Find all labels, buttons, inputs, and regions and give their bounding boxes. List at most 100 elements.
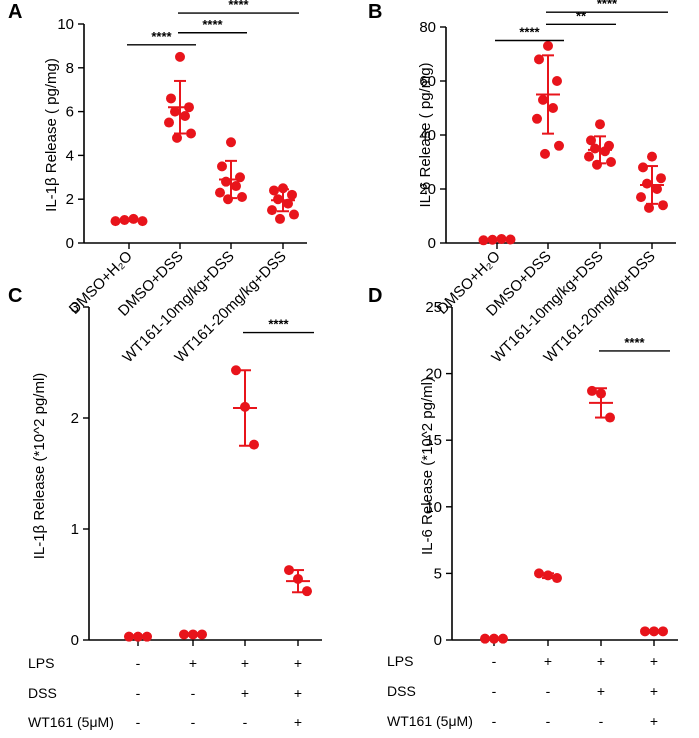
y-tick-label: 40 xyxy=(419,127,436,144)
data-point xyxy=(636,192,646,203)
data-point xyxy=(166,93,176,104)
data-point xyxy=(137,216,148,227)
data-point xyxy=(269,185,279,196)
y-axis-label-a: IL-1β Release ( pg/mg) xyxy=(43,58,60,212)
data-point xyxy=(267,205,277,216)
panel-a: A IL-1β Release ( pg/mg) 0246810DMSO+H₂O… xyxy=(8,0,307,366)
y-tick-label: 0 xyxy=(434,632,442,649)
data-point xyxy=(652,184,662,194)
y-tick-label: 1 xyxy=(71,521,79,538)
condition-value: + xyxy=(597,683,605,699)
data-point xyxy=(235,172,245,183)
panel-letter-c: C xyxy=(8,285,22,307)
condition-value: - xyxy=(492,713,497,729)
condition-value: + xyxy=(650,653,658,669)
data-point xyxy=(606,157,616,167)
data-point xyxy=(647,151,657,162)
condition-value: + xyxy=(294,714,302,730)
y-tick-label: 25 xyxy=(425,299,442,316)
y-tick-label: 15 xyxy=(425,432,442,449)
y-tick-label: 20 xyxy=(425,366,442,383)
y-tick-label: 80 xyxy=(419,19,436,36)
data-point xyxy=(284,565,294,576)
data-point xyxy=(302,586,312,597)
data-point xyxy=(273,194,283,205)
data-point xyxy=(180,110,190,121)
data-point xyxy=(642,178,652,189)
data-point xyxy=(289,209,299,220)
data-point xyxy=(534,54,544,65)
y-tick-label: 3 xyxy=(71,299,79,316)
condition-value: - xyxy=(136,655,141,671)
data-point xyxy=(584,151,594,162)
plot-area-b: 020406080DMSO+H₂ODMSO+DSSWT161-10mg/kg+D… xyxy=(419,0,676,366)
data-point xyxy=(278,183,288,194)
condition-value: + xyxy=(294,655,302,671)
y-tick-label: 10 xyxy=(57,16,74,33)
data-point xyxy=(231,365,241,376)
data-point xyxy=(658,200,668,211)
data-point xyxy=(170,106,180,117)
condition-value: + xyxy=(650,683,658,699)
significance-label: **** xyxy=(202,17,223,32)
significance-label: **** xyxy=(519,25,540,40)
data-point xyxy=(605,412,615,423)
data-point xyxy=(110,216,121,227)
data-point xyxy=(505,234,516,245)
data-point xyxy=(186,128,196,139)
y-axis-label-c: IL-1β Release (*10^2 pg/ml) xyxy=(31,373,48,560)
data-point xyxy=(249,439,259,450)
data-point xyxy=(590,143,600,154)
y-tick-label: 2 xyxy=(71,410,79,427)
data-point xyxy=(275,213,285,224)
data-point xyxy=(478,235,489,246)
condition-value: - xyxy=(492,653,497,669)
significance-label: **** xyxy=(597,0,618,11)
data-point xyxy=(221,176,231,187)
condition-label: LPS xyxy=(387,653,413,669)
y-tick-label: 4 xyxy=(66,147,74,164)
y-tick-label: 6 xyxy=(66,104,74,121)
panel-letter-a: A xyxy=(8,1,22,23)
data-point xyxy=(543,40,553,51)
significance-label: **** xyxy=(624,335,645,350)
condition-value: + xyxy=(294,685,302,701)
data-point xyxy=(175,51,185,62)
condition-value: + xyxy=(241,655,249,671)
condition-label: WT161 (5μM) xyxy=(387,713,473,729)
condition-value: + xyxy=(544,653,552,669)
data-point xyxy=(554,140,564,151)
data-point xyxy=(215,187,225,198)
condition-value: + xyxy=(189,655,197,671)
plot-area-d: 0 5 10 15 20 25 **** LPS - + + + DSS - - + + WT161 (5μM) -… xyxy=(387,299,678,729)
data-point xyxy=(538,94,548,105)
data-point xyxy=(552,76,562,86)
data-point xyxy=(237,192,247,203)
y-tick-label: 0 xyxy=(66,235,74,252)
data-point xyxy=(587,385,597,396)
data-point xyxy=(217,161,227,172)
y-tick-label: 0 xyxy=(428,235,436,252)
condition-label: DSS xyxy=(387,683,416,699)
condition-value: - xyxy=(191,685,196,701)
plot-area-c: 0 1 2 3 **** LPS - + + + DSS - - + + WT161 (5μM) - - - + xyxy=(28,299,322,730)
panel-c: C IL-1β Release (*10^2 pg/ml) 0 1 2 3 **** LP… xyxy=(8,285,322,730)
data-point xyxy=(548,103,558,113)
panel-letter-d: D xyxy=(368,285,382,307)
condition-value: - xyxy=(492,683,497,699)
condition-value: + xyxy=(597,653,605,669)
condition-value: - xyxy=(191,714,196,730)
data-point xyxy=(532,113,542,124)
data-point xyxy=(226,137,236,148)
significance-label: ** xyxy=(576,8,587,23)
condition-label: LPS xyxy=(28,655,54,671)
condition-value: - xyxy=(546,683,551,699)
condition-value: - xyxy=(243,714,248,730)
y-tick-label: 0 xyxy=(71,632,79,649)
data-point xyxy=(656,173,666,184)
condition-value: - xyxy=(136,685,141,701)
condition-value: + xyxy=(241,685,249,701)
plot-area-a: 0246810DMSO+H₂ODMSO+DSSWT161-10mg/kg+DSS… xyxy=(57,0,307,366)
y-tick-label: 20 xyxy=(419,181,436,198)
